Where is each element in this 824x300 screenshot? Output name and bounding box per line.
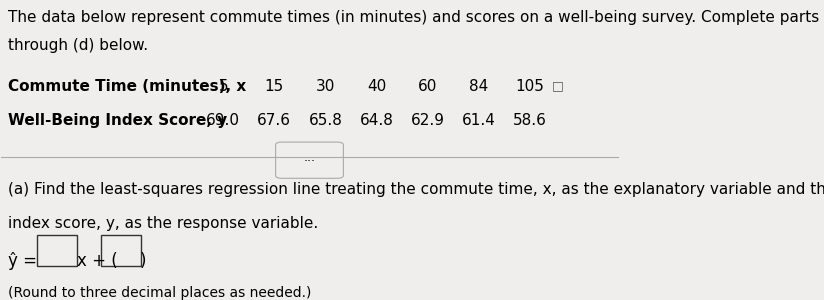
Text: 40: 40 [367, 80, 386, 94]
Text: 61.4: 61.4 [462, 113, 496, 128]
Text: index score, y, as the response variable.: index score, y, as the response variable… [7, 216, 318, 231]
Text: 67.6: 67.6 [257, 113, 292, 128]
Text: 60: 60 [418, 80, 438, 94]
Text: (a) Find the least-squares regression line treating the commute time, x, as the : (a) Find the least-squares regression li… [7, 182, 824, 197]
Text: through (d) below.: through (d) below. [7, 38, 147, 52]
Text: (Round to three decimal places as needed.): (Round to three decimal places as needed… [7, 286, 311, 300]
Text: Commute Time (minutes), x: Commute Time (minutes), x [7, 80, 246, 94]
Text: 62.9: 62.9 [411, 113, 445, 128]
Text: 58.6: 58.6 [513, 113, 547, 128]
Text: □: □ [552, 80, 564, 92]
Text: 69.0: 69.0 [206, 113, 241, 128]
Text: 105: 105 [516, 80, 545, 94]
Text: x + (: x + ( [77, 252, 117, 270]
Text: 15: 15 [265, 80, 284, 94]
Text: The data below represent commute times (in minutes) and scores on a well-being s: The data below represent commute times (… [7, 10, 824, 25]
Text: 65.8: 65.8 [308, 113, 343, 128]
Text: 30: 30 [316, 80, 335, 94]
Text: Well-Being Index Score, y: Well-Being Index Score, y [7, 113, 227, 128]
Text: 5: 5 [218, 80, 228, 94]
FancyBboxPatch shape [36, 236, 77, 266]
Text: 84: 84 [470, 80, 489, 94]
Text: ŷ =: ŷ = [7, 252, 36, 270]
FancyBboxPatch shape [275, 142, 344, 178]
Text: ...: ... [303, 151, 316, 164]
Text: ): ) [139, 252, 146, 270]
FancyBboxPatch shape [101, 236, 141, 266]
Text: 64.8: 64.8 [360, 113, 394, 128]
